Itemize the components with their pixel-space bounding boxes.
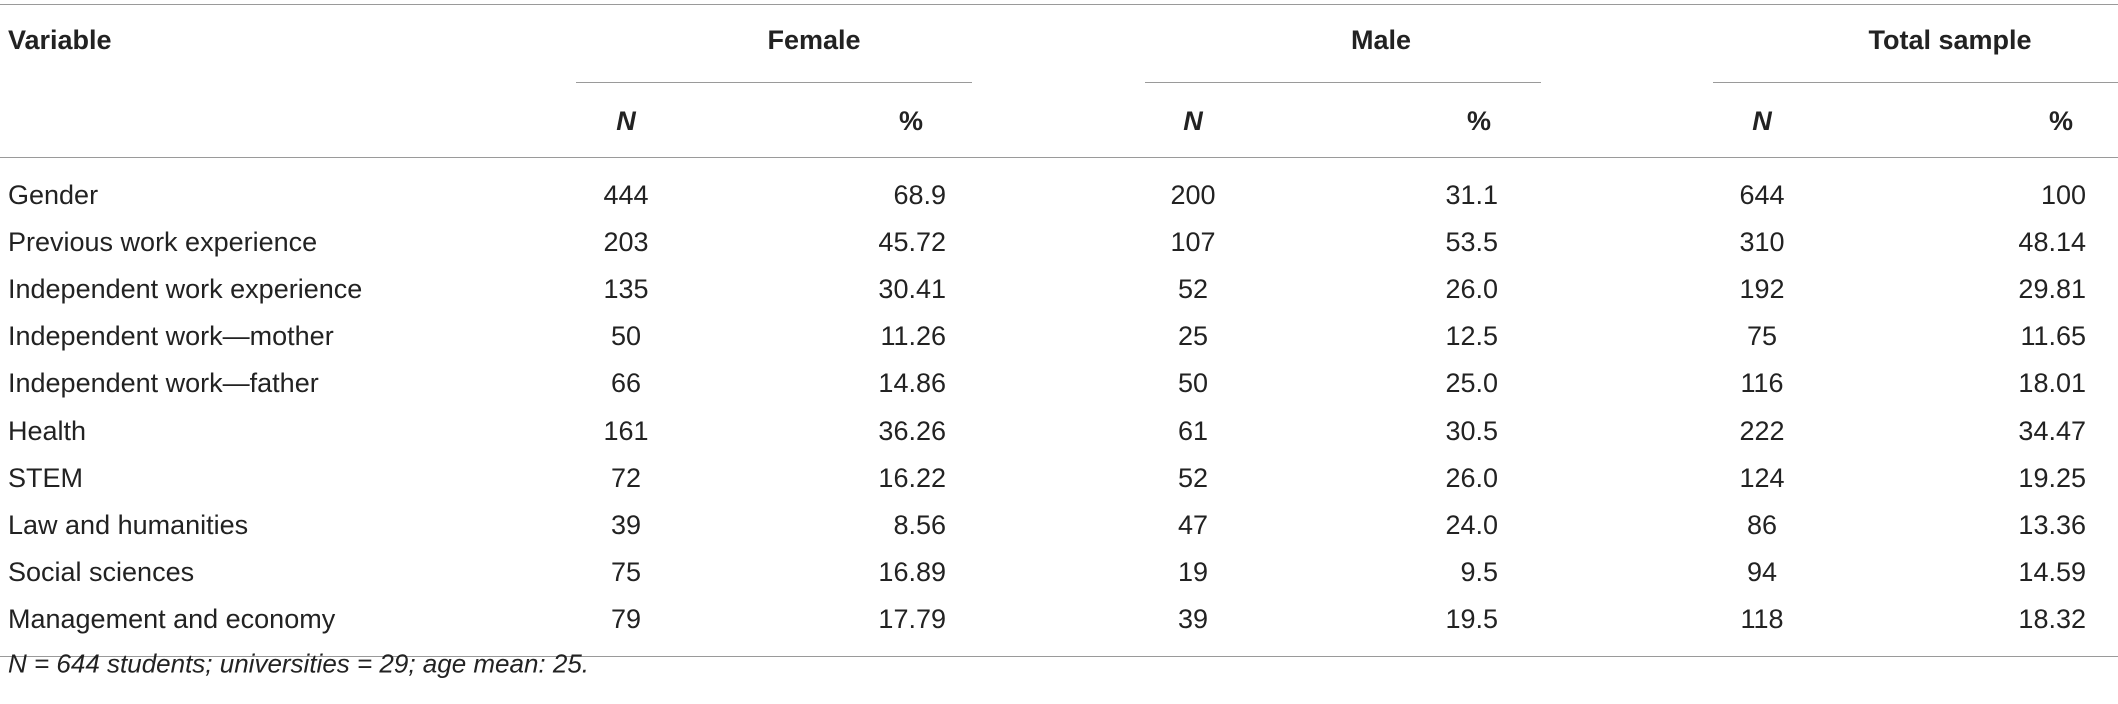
cell-male-n: 107: [1170, 227, 1216, 258]
cell-total-n: 116: [1740, 368, 1784, 399]
cell-female-n: 161: [603, 415, 649, 446]
total-group-header: Total sample: [1868, 25, 2032, 55]
cell-total-n: 94: [1746, 556, 1778, 587]
cell-female-n: 50: [610, 321, 642, 352]
cell-female-n: 66: [610, 368, 642, 399]
male-group-rule: [1145, 82, 1541, 83]
male-group-header: Male: [1350, 25, 1412, 55]
cell-male-pct: 53.5: [1445, 227, 1498, 258]
cell-male-n: 19: [1177, 556, 1209, 587]
row-label: STEM: [8, 462, 84, 493]
cell-female-pct: 36.26: [878, 415, 946, 446]
male-pct-header: %: [1466, 106, 1492, 136]
cell-male-pct: 19.5: [1445, 603, 1498, 634]
cell-male-pct: 31.1: [1445, 180, 1498, 210]
cell-male-n: 47: [1177, 509, 1209, 540]
female-group-header: Female: [767, 25, 861, 55]
cell-male-pct: 30.5: [1445, 415, 1498, 446]
cell-female-n: 79: [610, 603, 642, 634]
row-label: Independent work—father: [8, 368, 319, 399]
table-footnote: N = 644 students; universities = 29; age…: [8, 648, 590, 679]
female-pct-header: %: [898, 106, 924, 136]
row-label: Independent work—mother: [8, 321, 334, 352]
variable-header: Variable: [8, 25, 112, 55]
cell-total-pct: 18.01: [2018, 368, 2086, 399]
cell-total-n: 644: [1739, 180, 1785, 210]
cell-female-pct: 16.89: [878, 556, 946, 587]
cell-total-pct: 29.81: [2018, 274, 2086, 305]
cell-total-n: 310: [1739, 227, 1785, 258]
cell-total-pct: 14.59: [2018, 556, 2086, 587]
cell-total-n: 75: [1746, 321, 1778, 352]
cell-female-n: 444: [603, 180, 649, 210]
cell-total-pct: 11.65: [2020, 321, 2086, 352]
table-top-rule: [0, 4, 2118, 5]
cell-female-pct: 14.86: [878, 368, 946, 399]
cell-total-pct: 100: [2040, 180, 2086, 210]
row-label: Social sciences: [8, 556, 195, 587]
total-group-rule: [1713, 82, 2118, 83]
cell-female-n: 203: [603, 227, 649, 258]
cell-total-pct: 34.47: [2018, 415, 2086, 446]
row-label: Management and economy: [8, 603, 336, 634]
cell-male-pct: 12.5: [1445, 321, 1498, 352]
cell-male-pct: 25.0: [1445, 368, 1498, 399]
cell-male-pct: 24.0: [1445, 509, 1498, 540]
cell-total-n: 118: [1740, 603, 1784, 634]
cell-female-n: 39: [610, 509, 642, 540]
cell-total-pct: 13.36: [2018, 509, 2086, 540]
cell-total-n: 192: [1739, 274, 1785, 305]
cell-male-n: 52: [1177, 274, 1209, 305]
cell-female-n: 72: [610, 462, 642, 493]
row-label: Law and humanities: [8, 509, 249, 540]
female-n-header: N: [616, 106, 636, 136]
cell-total-n: 124: [1739, 462, 1785, 493]
male-n-header: N: [1183, 106, 1203, 136]
cell-female-pct: 68.9: [893, 180, 946, 210]
row-label: Gender: [8, 180, 99, 210]
cell-female-n: 135: [603, 274, 649, 305]
row-label: Previous work experience: [8, 227, 318, 258]
cell-female-pct: 16.22: [878, 462, 946, 493]
cell-female-pct: 45.72: [878, 227, 946, 258]
table-bottom-rule: [0, 656, 2118, 657]
row-label: Health: [8, 415, 87, 446]
cell-male-pct: 26.0: [1445, 462, 1498, 493]
cell-male-n: 200: [1170, 180, 1216, 210]
cell-total-n: 222: [1739, 415, 1785, 446]
cell-male-n: 52: [1177, 462, 1209, 493]
cell-male-n: 61: [1177, 415, 1209, 446]
cell-total-pct: 18.32: [2018, 603, 2086, 634]
female-group-rule: [576, 82, 972, 83]
header-bottom-rule: [0, 157, 2118, 158]
cell-male-pct: 26.0: [1445, 274, 1498, 305]
row-label: Independent work experience: [8, 274, 363, 305]
total-n-header: N: [1752, 106, 1772, 136]
cell-female-pct: 8.56: [893, 509, 946, 540]
cell-male-n: 39: [1177, 603, 1209, 634]
cell-total-pct: 19.25: [2018, 462, 2086, 493]
total-pct-header: %: [2048, 106, 2074, 136]
cell-female-pct: 30.41: [878, 274, 946, 305]
cell-female-pct: 17.79: [878, 603, 946, 634]
cell-female-pct: 11.26: [880, 321, 946, 352]
cell-male-pct: 9.5: [1460, 556, 1498, 587]
cell-total-n: 86: [1746, 509, 1778, 540]
cell-female-n: 75: [610, 556, 642, 587]
cell-male-n: 25: [1177, 321, 1209, 352]
cell-total-pct: 48.14: [2018, 227, 2086, 258]
cell-male-n: 50: [1177, 368, 1209, 399]
